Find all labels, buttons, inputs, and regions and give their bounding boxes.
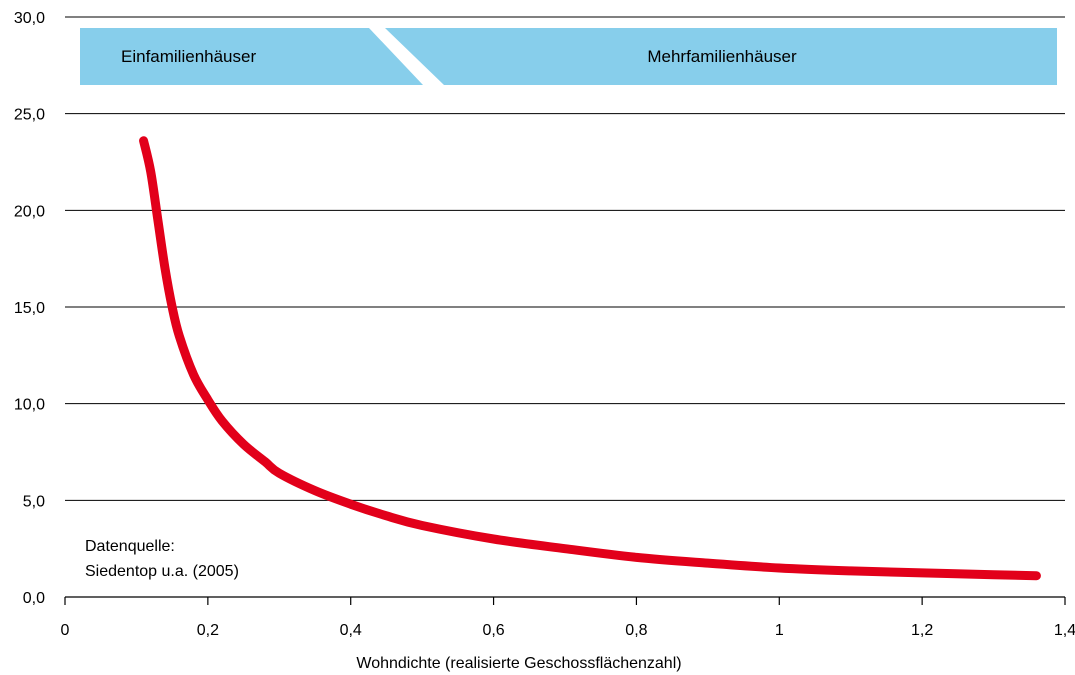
- band-einfamilienhaeuser: [80, 28, 423, 85]
- note-line-2: Siedentop u.a. (2005): [85, 563, 239, 580]
- x-tick-label: 0,6: [482, 622, 504, 639]
- x-tick-label: 1,2: [911, 622, 933, 639]
- x-axis-tick-labels: 0 0,2 0,4 0,6 0,8 1 1,2 1,4: [61, 622, 1075, 639]
- band-label-mehrfamilienhaeuser: Mehrfamilienhäuser: [647, 47, 797, 66]
- x-tick-label: 0,4: [340, 622, 362, 639]
- x-tick-label: 0: [61, 622, 70, 639]
- band-label-einfamilienhaeuser: Einfamilienhäuser: [121, 47, 256, 66]
- x-tick-label: 0,8: [625, 622, 647, 639]
- y-tick-label: 0,0: [23, 590, 45, 607]
- x-axis-ticks: [64, 597, 1066, 605]
- y-tick-label: 30,0: [14, 10, 45, 27]
- y-tick-label: 25,0: [14, 107, 45, 124]
- x-tick-label: 1: [775, 622, 784, 639]
- data-source-note: Datenquelle: Siedentop u.a. (2005): [85, 538, 239, 580]
- note-line-1: Datenquelle:: [85, 538, 175, 555]
- y-tick-label: 10,0: [14, 397, 45, 414]
- y-tick-label: 20,0: [14, 203, 45, 220]
- housing-type-bands: Einfamilienhäuser Mehrfamilienhäuser: [80, 28, 1057, 85]
- x-tick-label: 1,4: [1054, 622, 1075, 639]
- y-gridlines: [65, 16, 1065, 501]
- y-axis-tick-labels: 0,0 5,0 10,0 15,0 20,0 25,0 30,0: [14, 10, 45, 607]
- y-tick-label: 5,0: [23, 493, 45, 510]
- x-tick-label: 0,2: [197, 622, 219, 639]
- x-axis-title: Wohndichte (realisierte Geschossflächenz…: [356, 655, 681, 672]
- y-tick-label: 15,0: [14, 300, 45, 317]
- series-line: [139, 136, 1041, 581]
- band-mehrfamilienhaeuser: [385, 28, 1057, 85]
